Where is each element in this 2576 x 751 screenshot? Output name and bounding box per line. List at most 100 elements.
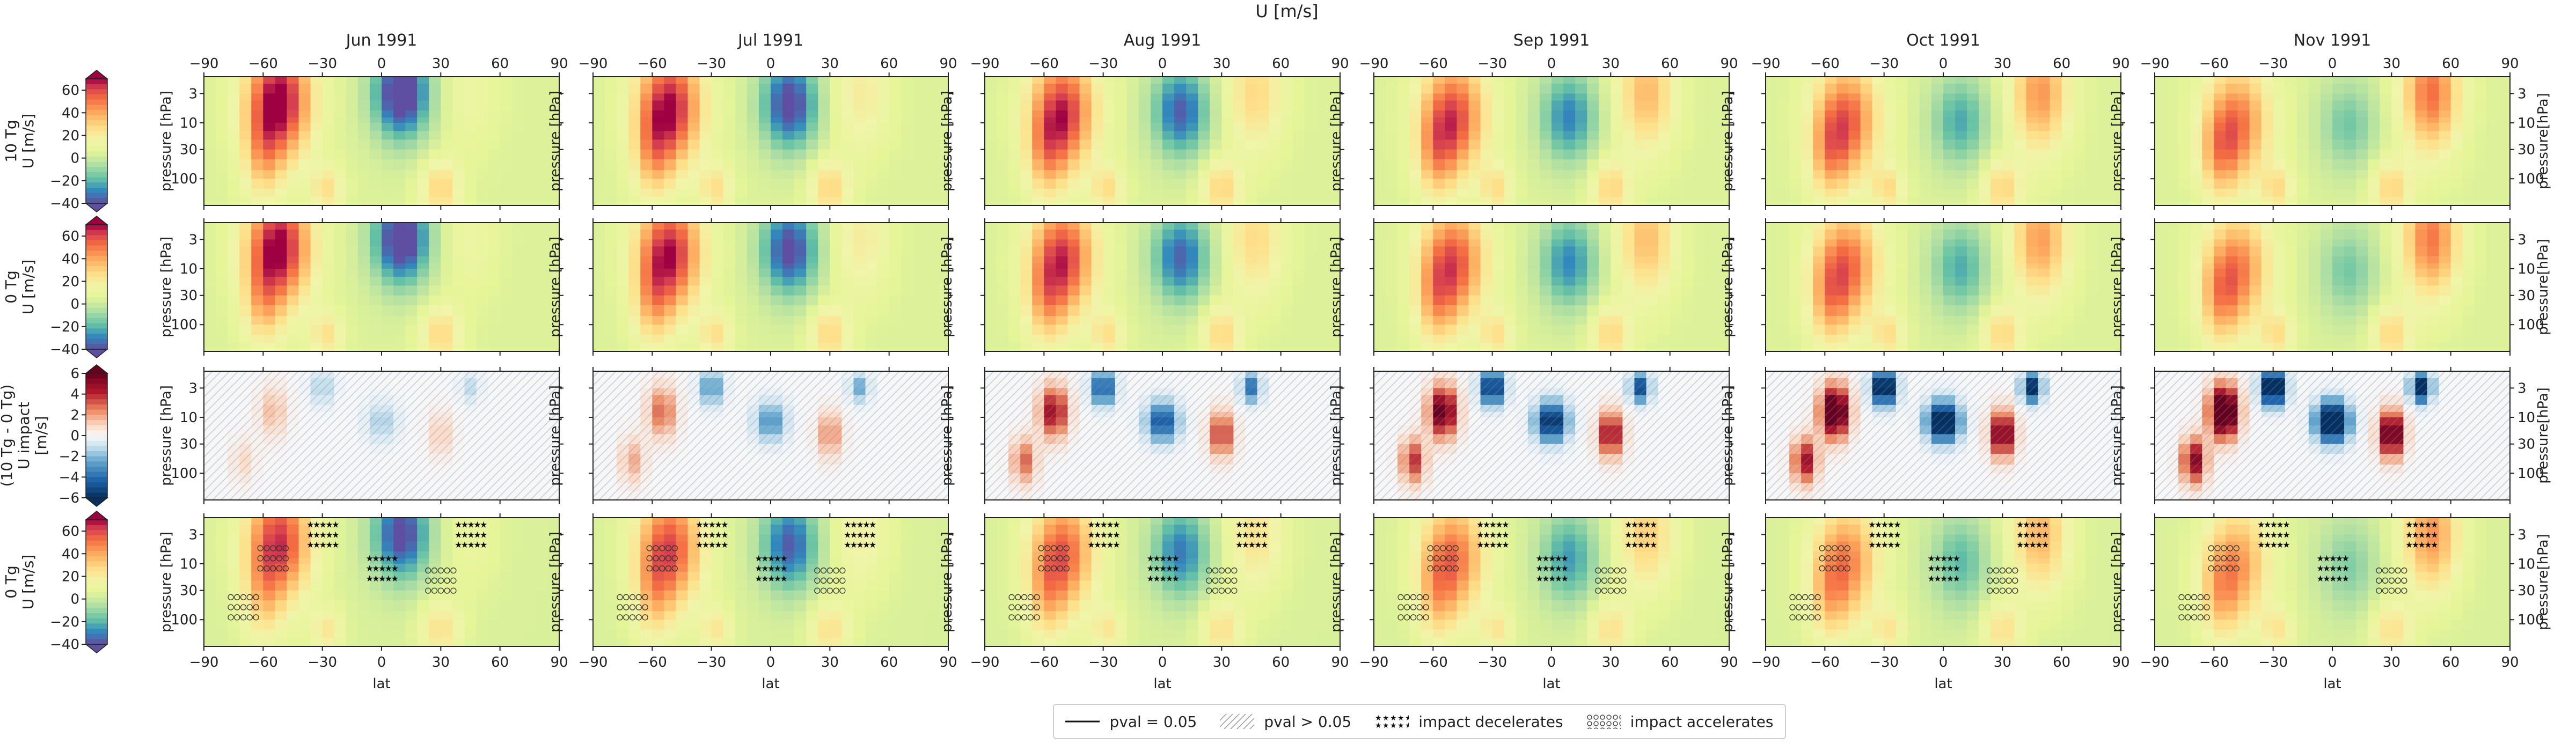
heat-cell [1492, 334, 1505, 343]
heat-cell [1056, 263, 1069, 269]
heat-cell [1766, 93, 1778, 101]
heat-cell [1374, 295, 1386, 306]
heat-cell [889, 256, 902, 264]
heat-cell [511, 246, 524, 257]
heat-cell [322, 110, 335, 118]
heat-cell [1848, 342, 1861, 352]
heat-cell [758, 305, 771, 316]
heat-cell [1943, 139, 1956, 150]
heat-cell [1539, 122, 1552, 131]
heat-cell [2249, 179, 2262, 189]
heat-cell [1527, 93, 1540, 101]
heat-cell [1552, 334, 1564, 343]
heat-cell [547, 223, 560, 230]
heat-cell [263, 149, 275, 160]
heat-cell [1433, 295, 1445, 306]
heat-cell [2332, 179, 2345, 189]
heat-cell [2498, 93, 2511, 101]
heat-cell [605, 110, 617, 118]
heat-cell [239, 305, 252, 316]
heat-cell [1825, 305, 1837, 316]
heat-cell [1457, 295, 1469, 306]
heat-cell [1527, 342, 1540, 352]
heat-cell [298, 256, 311, 264]
heat-cell [322, 77, 335, 84]
heat-cell [488, 93, 501, 101]
heat-cell [1433, 93, 1445, 101]
heat-cell [500, 256, 513, 264]
heat-cell [2061, 179, 2074, 189]
heat-cell [997, 170, 1009, 179]
heat-cell [853, 277, 866, 286]
heat-cell [1622, 246, 1635, 257]
heat-cell [830, 117, 842, 123]
heat-cell [382, 131, 394, 140]
heat-cell [1552, 100, 1564, 111]
heat-cell [1907, 100, 1920, 111]
heat-cell [2474, 196, 2487, 206]
heat-cell [1575, 268, 1587, 277]
heat-cell [310, 84, 323, 94]
heat-cell [1979, 170, 1991, 179]
heat-cell [263, 159, 275, 171]
heat-cell [441, 295, 453, 306]
heat-cell [1409, 316, 1422, 325]
heat-cell [1575, 263, 1587, 269]
heat-cell [1409, 305, 1422, 316]
heat-cell [1126, 131, 1139, 140]
heat-cell [1622, 149, 1635, 160]
heat-cell [511, 334, 524, 343]
heat-cell [1245, 325, 1258, 335]
heat-cell [357, 256, 370, 264]
heat-cell [441, 342, 453, 352]
heat-cell [1280, 159, 1293, 171]
heat-cell [723, 256, 736, 264]
heat-cell [1670, 223, 1682, 230]
heat-cell [1221, 277, 1234, 286]
heat-cell [1599, 117, 1611, 123]
heat-cell [1789, 149, 1802, 160]
heat-cell [1316, 325, 1329, 335]
heat-cell [1397, 239, 1410, 247]
heat-cell [1872, 268, 1885, 277]
heat-cell [865, 230, 878, 240]
heat-cell [1777, 77, 1790, 84]
heat-cell [488, 334, 501, 343]
heat-cell [417, 170, 429, 179]
heat-cell [1599, 223, 1611, 230]
heat-cell [1067, 188, 1080, 197]
heat-cell [758, 268, 771, 277]
heat-cell [382, 93, 394, 101]
heat-cell [1328, 93, 1341, 101]
heat-cell [1174, 139, 1187, 150]
y-axis-label: pressure [hPa] [158, 237, 174, 337]
heat-cell [393, 149, 406, 160]
heat-cell [1552, 93, 1564, 101]
heat-cell [488, 84, 501, 94]
heat-cell [287, 179, 299, 189]
heat-cell [228, 100, 240, 111]
heat-cell [889, 285, 902, 296]
heat-cell [357, 196, 370, 206]
heat-cell [369, 325, 382, 335]
heat-cell [1634, 325, 1647, 335]
heat-cell [1210, 188, 1222, 197]
heat-cell [1622, 268, 1635, 277]
heat-cell [1480, 325, 1493, 335]
heat-cell [1801, 93, 1813, 101]
heat-cell [1386, 285, 1398, 296]
heat-cell [1079, 131, 1092, 140]
heat-cell [735, 263, 748, 269]
heat-cell [1257, 131, 1270, 140]
heat-cell [275, 196, 288, 206]
heat-cell [1681, 93, 1694, 101]
heat-cell [997, 295, 1009, 306]
heat-cell [239, 316, 252, 325]
heat-cell [2237, 159, 2250, 171]
heat-cell [1848, 110, 1861, 118]
heat-cell [1658, 77, 1671, 84]
heat-cell [711, 268, 724, 277]
heat-cell [547, 268, 560, 277]
heat-cell [2178, 170, 2191, 179]
heat-cell [393, 246, 406, 257]
